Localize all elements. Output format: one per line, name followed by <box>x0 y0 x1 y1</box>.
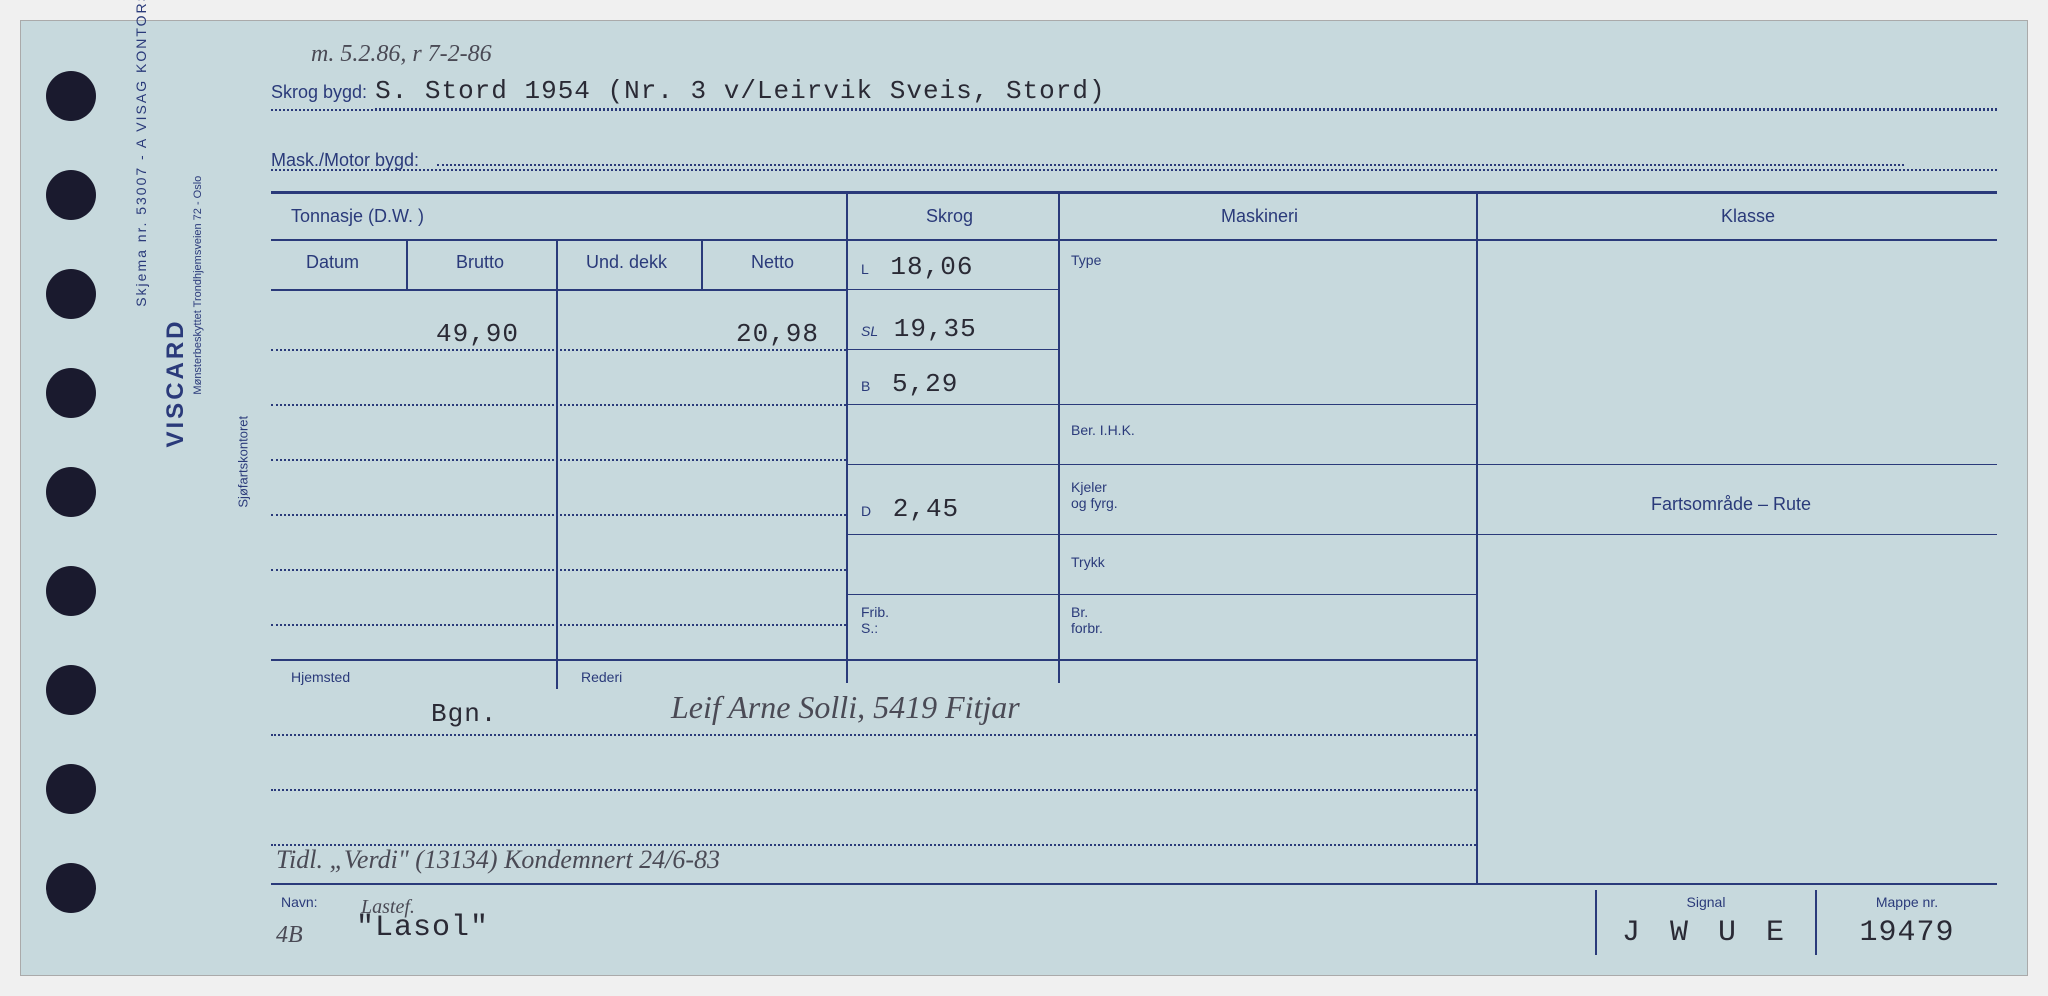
label-br: Br. forbr. <box>1071 604 1103 636</box>
value-skrog-bygd: S. Stord 1954 (Nr. 3 v/Leirvik Sveis, St… <box>375 76 1997 110</box>
label-type: Type <box>1071 252 1101 268</box>
label-signal: Signal <box>1607 894 1805 910</box>
label-ber: Ber. I.H.K. <box>1071 422 1135 438</box>
label-SL: SL <box>861 323 878 339</box>
registry-card: Skjema nr. 53007 - A VISAG KONTORSYSTEME… <box>20 20 2028 976</box>
value-netto: 20,98 <box>736 319 819 349</box>
header-klasse: Klasse <box>1721 206 1775 227</box>
side-print-line2: Mønsterbeskyttet Trondhjemsveien 72 - Os… <box>192 176 204 395</box>
value-SL: 19,35 <box>894 314 977 344</box>
label-rederi: Rederi <box>581 669 622 685</box>
value-mappe: 19479 <box>1827 916 1987 950</box>
header-brutto: Brutto <box>456 252 504 273</box>
value-brutto: 49,90 <box>436 319 519 349</box>
label-S: S.: <box>861 620 889 636</box>
label-navn: Navn: <box>281 894 318 910</box>
label-skrog-bygd: Skrog bygd: <box>271 82 367 103</box>
binder-holes <box>46 71 96 913</box>
header-tonnasje: Tonnasje (D.W. ) <box>291 206 424 227</box>
side-print-line1: Skjema nr. 53007 - A VISAG KONTORSYSTEME… <box>133 0 149 307</box>
value-4b: 4B <box>276 922 303 949</box>
label-kjeler: Kjeler og fyrg. <box>1071 479 1118 511</box>
side-brand: VISCARD <box>162 318 190 447</box>
label-mappe: Mappe nr. <box>1827 894 1987 910</box>
value-name: "Lasol" <box>356 911 489 945</box>
label-hjemsted: Hjemsted <box>291 669 350 685</box>
header-datum: Datum <box>306 252 359 273</box>
bottom-row: Navn: 4B Lastef. "Lasol" Signal J W U E … <box>271 890 1997 955</box>
header-netto: Netto <box>751 252 794 273</box>
header-skrog: Skrog <box>926 206 973 227</box>
value-motor-bygd <box>437 136 1904 166</box>
header-maskineri: Maskineri <box>1221 206 1298 227</box>
main-form: m. 5.2.86, r 7-2-86 Skrog bygd: S. Stord… <box>271 41 1997 955</box>
value-rederi: Leif Arne Solli, 5419 Fitjar <box>671 689 1020 726</box>
header-und-dekk: Und. dekk <box>586 252 667 273</box>
note-tidl: Tidl. „Verdi" (13134) Kondemnert 24/6-83 <box>276 845 720 875</box>
value-L: 18,06 <box>890 252 973 282</box>
label-frib: Frib. <box>861 604 889 620</box>
label-trykk: Trykk <box>1071 554 1105 570</box>
label-fartsomrade: Fartsområde – Rute <box>1651 494 1811 515</box>
hand-note-top: m. 5.2.86, r 7-2-86 <box>311 41 492 68</box>
value-B: 5,29 <box>892 369 958 399</box>
label-B: B <box>861 378 870 394</box>
label-L: L <box>861 261 869 277</box>
value-signal: J W U E <box>1607 916 1805 950</box>
side-right-label: Sjøfartskontoret <box>236 416 251 508</box>
label-D: D <box>861 503 871 519</box>
table-area: Tonnasje (D.W. ) Skrog Maskineri Klasse … <box>271 191 1997 885</box>
label-motor-bygd: Mask./Motor bygd: <box>271 150 419 170</box>
value-hjemsted: Bgn. <box>431 699 497 729</box>
value-D: 2,45 <box>893 494 959 524</box>
